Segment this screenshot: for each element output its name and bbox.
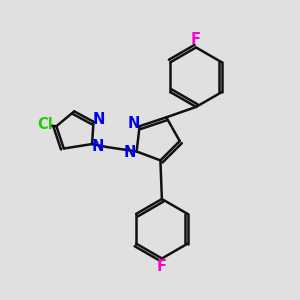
Text: N: N xyxy=(93,112,105,127)
Text: F: F xyxy=(191,32,201,46)
Text: N: N xyxy=(128,116,140,131)
Text: N: N xyxy=(124,146,136,160)
Text: Cl: Cl xyxy=(37,117,53,132)
Text: F: F xyxy=(157,259,167,274)
Text: N: N xyxy=(91,139,104,154)
